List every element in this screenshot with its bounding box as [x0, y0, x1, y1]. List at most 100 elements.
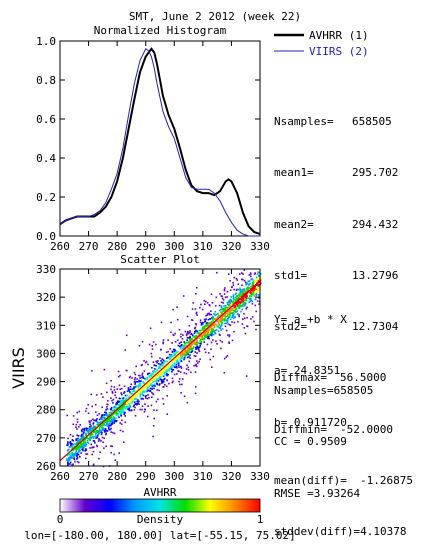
scatter-density-cell	[257, 297, 260, 299]
scatter-density-cell	[163, 368, 166, 371]
scatter-density-cell	[231, 286, 233, 289]
scatter-density-cell	[71, 447, 74, 449]
scatter-density-cell	[231, 312, 234, 314]
scatter-density-cell	[131, 400, 133, 402]
scatter-density-cell	[142, 390, 145, 393]
scatter-density-cell	[181, 351, 184, 354]
scatter-density-cell	[76, 442, 79, 444]
scatter-density-cell	[113, 405, 116, 408]
scatter-density-cell	[188, 338, 191, 341]
scatter-density-cell	[228, 310, 230, 313]
scatter-density-cell	[242, 318, 244, 320]
scatter-density-cell	[88, 429, 90, 432]
scatter-density-cell	[229, 314, 231, 317]
scatter-density-cell	[101, 436, 104, 439]
scatter-density-cell	[241, 294, 243, 297]
regression-info: Y= a +b * X a= 24.8351 b= 0.911720	[274, 277, 347, 448]
scatter-density-cell	[190, 332, 193, 335]
scatter-density-cell	[192, 343, 195, 345]
scatter-density-cell	[92, 422, 95, 424]
scatter-density-cell	[75, 438, 77, 440]
scatter-density-cell	[171, 357, 173, 360]
scatter-density-cell	[115, 403, 117, 406]
scatter-density-cell	[124, 411, 126, 414]
scatter-density-cell	[160, 365, 163, 367]
scatter-density-cell	[171, 351, 174, 353]
scatter-density-cell	[122, 399, 125, 402]
scatter-density-cell	[200, 335, 203, 337]
scatter-density-cell	[121, 419, 123, 422]
scatter-density-cell	[223, 310, 225, 312]
scatter-density-cell	[169, 363, 171, 366]
scatter-density-cell	[97, 432, 100, 434]
scatter-density-cell	[89, 447, 91, 449]
scatter-density-cell	[132, 390, 135, 393]
scatter-density-cell	[258, 303, 260, 305]
scatter-density-cell	[250, 278, 252, 281]
scatter-density-cell	[191, 319, 194, 322]
scatter-density-cell	[170, 356, 173, 358]
scatter-density-cell	[113, 419, 115, 421]
scatter-density-cell	[182, 295, 185, 297]
scatter-density-cell	[107, 400, 109, 402]
scatter-density-cell	[216, 313, 219, 315]
scatter-density-cell	[136, 403, 138, 406]
scatter-density-cell	[152, 381, 155, 383]
scatter-density-cell	[220, 347, 222, 350]
scatter-ytick-label: 310	[36, 319, 56, 332]
scatter-density-cell	[220, 320, 222, 323]
regression-line	[59, 280, 261, 462]
scatter-density-cell	[71, 457, 73, 459]
scatter-density-cell	[206, 328, 209, 331]
scatter-density-cell	[111, 423, 114, 425]
scatter-density-cell	[98, 423, 100, 426]
scatter-density-cell	[75, 450, 78, 453]
scatter-density-cell	[258, 278, 261, 280]
scatter-density-cell	[221, 322, 223, 325]
scatter-density-cell	[140, 390, 143, 392]
scatter-density-cell	[196, 345, 198, 348]
scatter-density-cell	[231, 321, 233, 323]
scatter-density-cell	[245, 294, 247, 296]
scatter-density-cell	[253, 280, 255, 282]
scatter-density-cell	[135, 398, 137, 400]
scatter-density-cell	[121, 401, 123, 403]
scatter-density-cell	[186, 341, 188, 344]
scatter-density-cell	[181, 378, 184, 380]
scatter-density-cell	[108, 417, 110, 419]
scatter-density-cell	[254, 290, 257, 293]
scatter-density-cell	[106, 424, 108, 426]
scatter-density-cell	[163, 362, 165, 365]
scatter-density-cell	[89, 436, 91, 438]
scatter-density-cell	[224, 325, 227, 328]
scatter-density-cell	[74, 443, 76, 445]
scatter-density-cell	[146, 383, 149, 386]
scatter-density-cell	[101, 426, 103, 429]
scatter-density-cell	[245, 297, 248, 299]
scatter-density-cell	[189, 339, 191, 342]
scatter-density-cell	[239, 273, 241, 275]
scatter-density-cell	[176, 373, 178, 375]
scatter-density-cell	[180, 341, 182, 343]
scatter-density-cell	[231, 339, 234, 342]
scatter-density-cell	[195, 365, 198, 368]
scatter-density-cell	[124, 415, 126, 417]
scatter-density-cell	[194, 364, 197, 367]
scatter-density-cell	[185, 368, 188, 370]
scatter-density-cell	[228, 341, 230, 343]
scatter-density-cell	[124, 421, 126, 424]
scatter-density-cell	[144, 384, 146, 387]
scatter-density-cell	[251, 316, 254, 318]
scatter-density-cell	[196, 360, 198, 362]
stat-row-nsamples: Nsamples= 658505	[274, 115, 392, 128]
scatter-density-cell	[174, 341, 177, 343]
scatter-density-cell	[228, 316, 231, 318]
scatter-density-cell	[192, 347, 195, 349]
scatter-density-cell	[118, 404, 120, 406]
scatter-density-cell	[257, 289, 260, 291]
scatter-density-cell	[132, 405, 135, 408]
scatter-density-cell	[244, 332, 247, 335]
scatter-density-cell	[254, 280, 256, 283]
scatter-density-cell	[88, 428, 91, 431]
scatter-density-cell	[210, 348, 212, 351]
